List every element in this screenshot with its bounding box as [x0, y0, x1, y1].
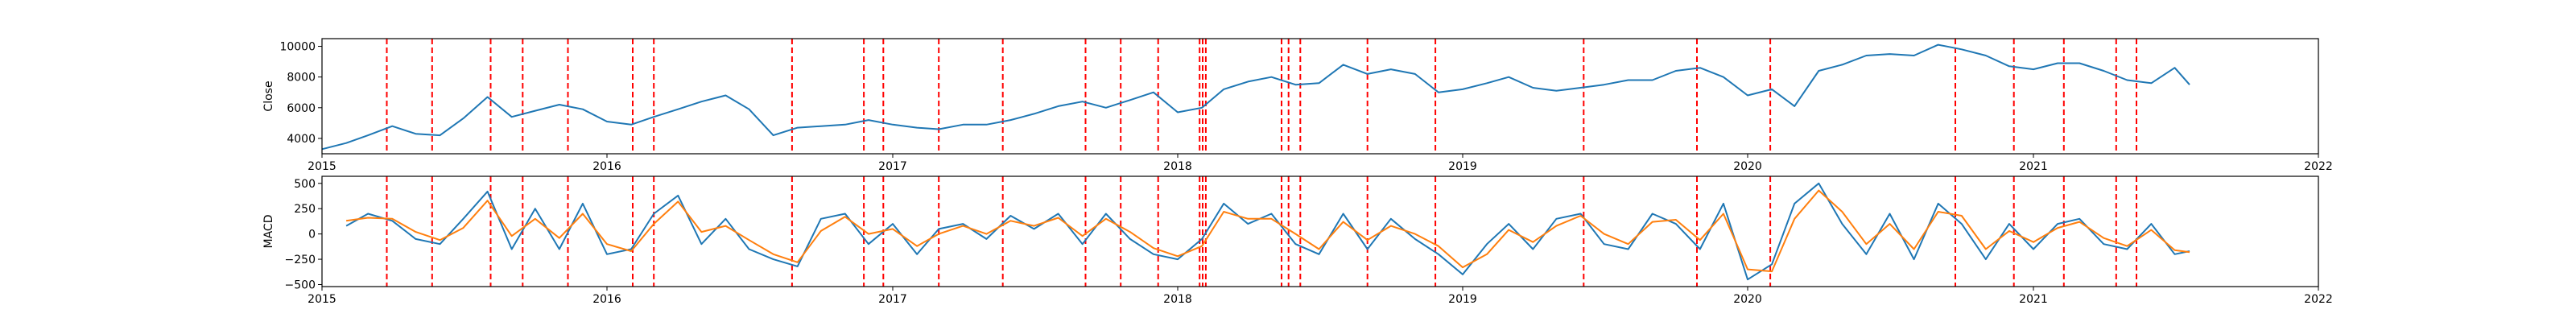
macd-axes-frame	[321, 175, 2319, 287]
macd-x-tick-label-1: 2016	[592, 293, 621, 306]
close-x-tick-label-6: 2021	[2019, 160, 2048, 173]
macd-series	[345, 182, 2190, 281]
close-price-panel: 2015 2016 2017 2018 2019 2020 2021 2022 4000 600…	[262, 38, 2333, 173]
macd-panel: 2015 2016 2017 2018 2019 2020 2021 2022 500 250 0…	[262, 175, 2333, 306]
close-y-tick-label-2: 8000	[287, 72, 316, 85]
macd-series-line-1	[345, 189, 2190, 273]
macd-x-tick-label-6: 2021	[2019, 293, 2048, 306]
close-x-tick-label-0: 2015	[308, 160, 336, 173]
close-x-tick-label-3: 2018	[1163, 160, 1192, 173]
close-axes-frame	[321, 38, 2319, 155]
close-event-markers	[386, 39, 2137, 154]
close-series	[321, 43, 2190, 151]
macd-x-tick-label-3: 2018	[1163, 293, 1192, 306]
close-y-tick-label-0: 4000	[287, 133, 316, 146]
macd-x-tick-label-5: 2020	[1733, 293, 1762, 306]
close-x-axis: 2015 2016 2017 2018 2019 2020 2021 2022	[308, 154, 2333, 173]
close-y-tick-label-3: 10000	[279, 41, 316, 54]
macd-y-axis-label: MACD	[262, 215, 275, 249]
close-x-tick-label-4: 2019	[1448, 160, 1477, 173]
macd-x-tick-label-2: 2017	[878, 293, 907, 306]
close-x-tick-label-1: 2016	[592, 160, 621, 173]
close-y-tick-label-1: 6000	[287, 102, 316, 115]
macd-x-tick-label-4: 2019	[1448, 293, 1477, 306]
close-series-line-0	[321, 43, 2190, 151]
macd-y-tick-label-4: −500	[285, 279, 316, 291]
macd-y-axis: 500 250 0 −250 −500	[285, 178, 322, 291]
close-y-axis-label: Close	[262, 80, 275, 111]
macd-x-axis: 2015 2016 2017 2018 2019 2020 2021 2022	[308, 287, 2333, 306]
macd-y-tick-label-2: 0	[308, 229, 316, 242]
close-x-tick-label-5: 2020	[1733, 160, 1762, 173]
macd-y-tick-label-1: 250	[294, 203, 316, 216]
close-y-axis: 4000 6000 8000 10000	[279, 41, 322, 146]
macd-y-tick-label-3: −250	[285, 254, 316, 266]
macd-x-tick-label-7: 2022	[2304, 293, 2333, 306]
macd-x-tick-label-0: 2015	[308, 293, 336, 306]
macd-series-line-0	[345, 182, 2190, 281]
macd-y-tick-label-0: 500	[294, 178, 316, 191]
close-x-tick-label-2: 2017	[878, 160, 907, 173]
close-x-tick-label-7: 2022	[2304, 160, 2333, 173]
